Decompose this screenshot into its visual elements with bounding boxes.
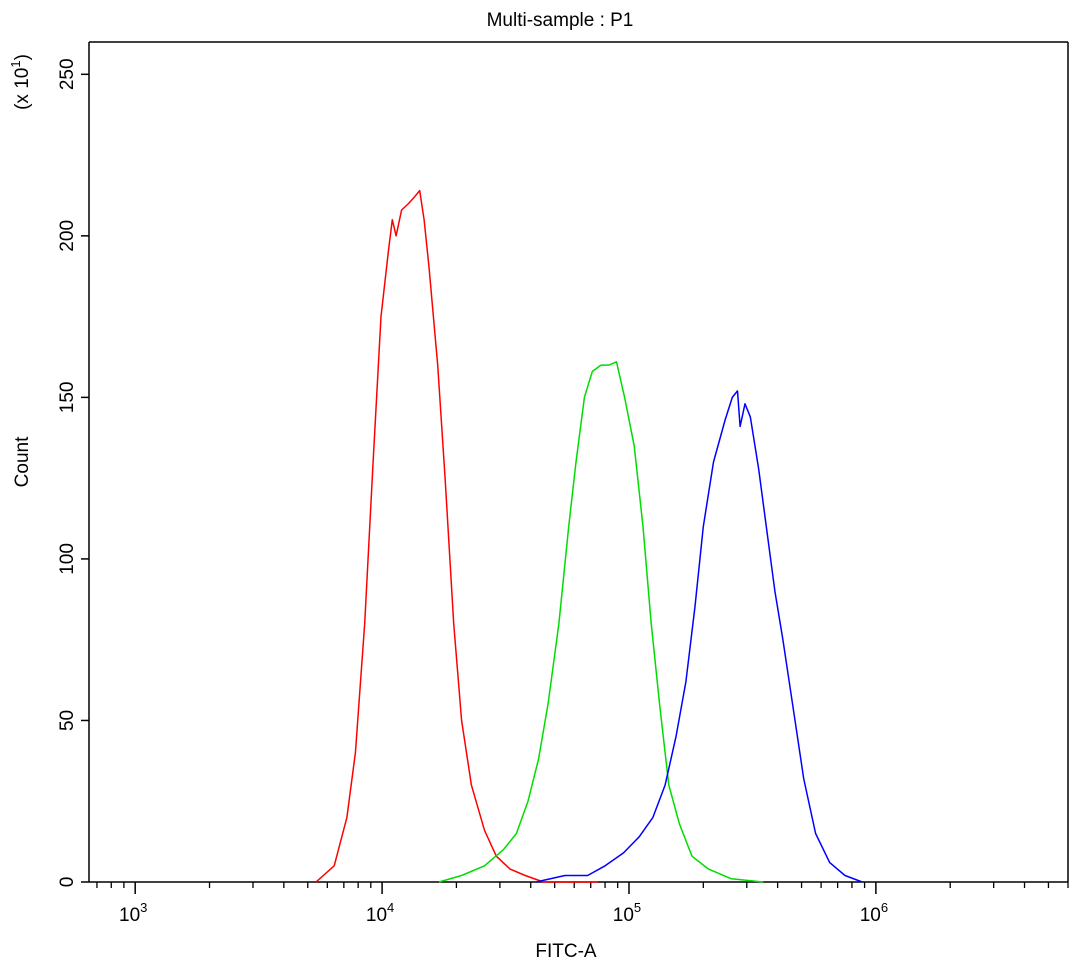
x-tick-label: 106 [860, 900, 888, 926]
plot-frame [89, 41, 1069, 882]
y-axis-label: Count [12, 436, 33, 487]
chart-title: Multi-sample : P1 [487, 10, 634, 31]
histogram-series-1 [315, 189, 599, 883]
y-tick-label: 250 [57, 58, 78, 90]
x-minor-ticks [96, 882, 1069, 888]
x-axis-label: FITC-A [535, 941, 597, 962]
x-tick-label: 103 [119, 900, 147, 926]
y-tick-label: 0 [57, 877, 78, 888]
y-tick-label: 150 [57, 382, 78, 414]
x-axis-ticks: 103 104 105 106 [119, 882, 888, 926]
y-tick-label: 100 [57, 543, 78, 575]
y-axis-multiplier-label: (x 101) [8, 54, 33, 110]
histogram-series-3 [535, 390, 863, 883]
y-tick-label: 200 [57, 220, 78, 252]
x-tick-label: 104 [366, 900, 394, 926]
series-layer [315, 189, 863, 883]
y-axis-ticks: 0 50 100 150 200 250 [57, 58, 89, 887]
histogram-series-2 [438, 361, 764, 883]
y-tick-label: 50 [57, 710, 78, 731]
x-tick-label: 105 [613, 900, 641, 926]
